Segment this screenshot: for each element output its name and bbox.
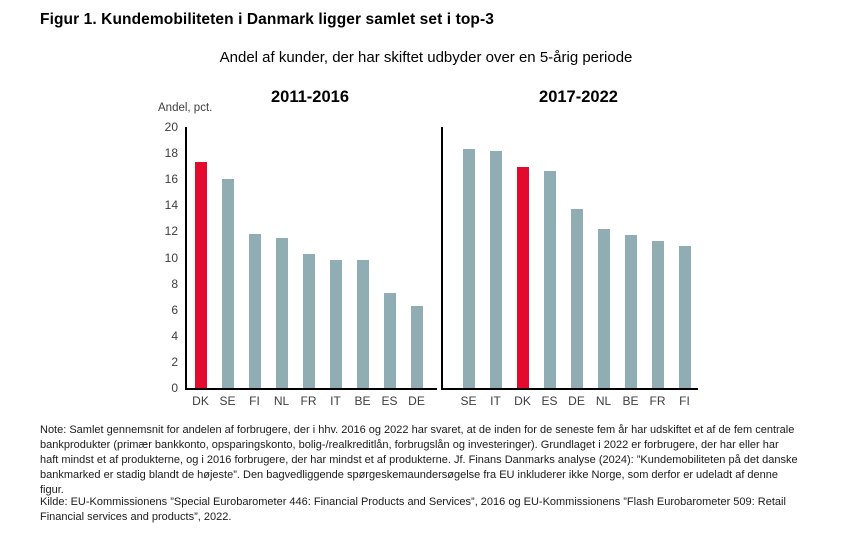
y-tick-12: 12 — [164, 224, 178, 239]
bar-FR-2011-2016 — [302, 253, 315, 388]
bar-slot-SE — [214, 127, 241, 388]
bar-slot-SE — [455, 127, 482, 388]
bar-slot-NL — [268, 127, 295, 388]
bar-BE-2017-2022 — [624, 235, 637, 388]
figure-note: Note: Samlet gennemsnit for andelen af f… — [40, 424, 798, 496]
bar-DE-2011-2016 — [410, 305, 423, 388]
x-label-FI: FI — [679, 394, 690, 408]
y-tick-20: 20 — [164, 120, 178, 134]
y-tick-4: 4 — [171, 328, 178, 343]
x-label-DK: DK — [514, 394, 531, 408]
x-axis-labels-2017-2022: SE IT DK ES DE NL BE FR FI — [443, 394, 698, 408]
x-axis-labels-2011-2016: DK SE FI NL FR IT BE ES DE — [187, 394, 437, 408]
bar-slot-DK — [187, 127, 214, 388]
bars-2011-2016 — [187, 127, 437, 388]
x-label-ES: ES — [381, 394, 398, 408]
bar-FI-2011-2016 — [248, 234, 261, 388]
bar-FI-2017-2022 — [678, 245, 691, 388]
y-tick-6: 6 — [171, 302, 178, 317]
bar-IT-2017-2022 — [489, 150, 502, 388]
figure-title: Figur 1. Kundemobiliteten i Danmark ligg… — [40, 11, 494, 28]
bar-SE-2011-2016 — [221, 179, 234, 388]
bar-slot-DE — [403, 127, 430, 388]
panel-title-2017-2022: 2017-2022 — [539, 88, 618, 106]
y-tick-2: 2 — [171, 354, 178, 369]
bar-slot-BE — [617, 127, 644, 388]
x-label-IT: IT — [490, 394, 501, 408]
bar-slot-FR — [295, 127, 322, 388]
y-tick-14: 14 — [164, 198, 178, 213]
bar-SE-2017-2022 — [462, 149, 475, 388]
chart-panel-2017-2022: SE IT DK ES DE NL BE FR FI — [441, 127, 698, 408]
y-tick-10: 10 — [164, 250, 178, 265]
chart-panel-2011-2016: DK SE FI NL FR IT BE ES DE — [185, 127, 437, 408]
y-tick-8: 8 — [171, 276, 178, 291]
bar-slot-FI — [241, 127, 268, 388]
x-label-ES: ES — [541, 394, 558, 408]
bars-2017-2022 — [443, 127, 698, 388]
bar-slot-FR — [644, 127, 671, 388]
bar-DK-2011-2016 — [194, 162, 207, 388]
bar-slot-DE — [563, 127, 590, 388]
y-tick-16: 16 — [164, 172, 178, 187]
y-tick-0: 0 — [171, 381, 178, 395]
x-label-NL: NL — [273, 394, 290, 408]
x-label-DK: DK — [192, 394, 209, 408]
x-label-DE: DE — [568, 394, 585, 408]
x-label-FR: FR — [649, 394, 666, 408]
y-axis-label: Andel, pct. — [158, 102, 213, 114]
bar-slot-IT — [322, 127, 349, 388]
bar-FR-2017-2022 — [651, 240, 664, 388]
x-label-BE: BE — [622, 394, 639, 408]
bar-DK-2017-2022 — [516, 167, 529, 388]
bar-DE-2017-2022 — [570, 209, 583, 388]
bar-NL-2017-2022 — [597, 228, 610, 388]
y-axis-ticks: 20 18 16 14 12 10 8 6 4 2 0 — [146, 120, 178, 395]
bar-slot-IT — [482, 127, 509, 388]
figure-source: Kilde: EU-Kommissionens ”Special Eurobar… — [40, 496, 786, 523]
x-label-FR: FR — [300, 394, 317, 408]
panel-title-2011-2016: 2011-2016 — [271, 88, 349, 106]
bar-BE-2011-2016 — [356, 260, 369, 388]
x-label-SE: SE — [219, 394, 236, 408]
chart-subtitle: Andel af kunder, der har skiftet udbyder… — [219, 49, 633, 66]
bar-slot-ES — [376, 127, 403, 388]
y-tick-18: 18 — [164, 146, 178, 161]
x-label-DE: DE — [408, 394, 425, 408]
bar-ES-2011-2016 — [383, 292, 396, 388]
bar-slot-NL — [590, 127, 617, 388]
x-label-NL: NL — [595, 394, 612, 408]
bar-IT-2011-2016 — [329, 260, 342, 388]
bar-slot-BE — [349, 127, 376, 388]
bar-NL-2011-2016 — [275, 237, 288, 388]
x-label-FI: FI — [249, 394, 260, 408]
bar-slot-DK — [509, 127, 536, 388]
x-label-BE: BE — [354, 394, 371, 408]
bar-ES-2017-2022 — [543, 171, 556, 388]
bar-slot-FI — [671, 127, 698, 388]
x-label-SE: SE — [460, 394, 477, 408]
bar-slot-ES — [536, 127, 563, 388]
x-label-IT: IT — [330, 394, 341, 408]
